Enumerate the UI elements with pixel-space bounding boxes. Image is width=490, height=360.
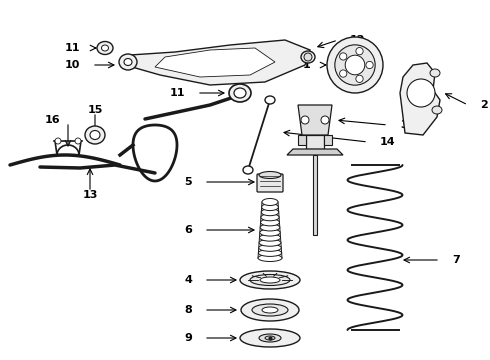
Text: 2: 2 bbox=[480, 100, 488, 110]
Ellipse shape bbox=[259, 234, 281, 241]
Circle shape bbox=[304, 53, 312, 61]
Polygon shape bbox=[287, 149, 343, 155]
Polygon shape bbox=[298, 135, 306, 145]
Ellipse shape bbox=[241, 299, 299, 321]
Ellipse shape bbox=[240, 271, 300, 289]
Ellipse shape bbox=[119, 54, 137, 70]
Ellipse shape bbox=[260, 224, 280, 231]
Ellipse shape bbox=[234, 88, 246, 98]
Ellipse shape bbox=[258, 249, 282, 256]
Ellipse shape bbox=[85, 126, 105, 144]
Ellipse shape bbox=[240, 329, 300, 347]
Ellipse shape bbox=[260, 277, 280, 283]
Circle shape bbox=[327, 37, 383, 93]
Polygon shape bbox=[155, 48, 275, 77]
Circle shape bbox=[335, 45, 375, 85]
Circle shape bbox=[345, 55, 365, 75]
Text: 9: 9 bbox=[184, 333, 192, 343]
Ellipse shape bbox=[259, 244, 281, 251]
Text: 10: 10 bbox=[65, 60, 80, 70]
Ellipse shape bbox=[430, 69, 440, 77]
Ellipse shape bbox=[261, 219, 279, 226]
Ellipse shape bbox=[265, 336, 275, 340]
Text: 1: 1 bbox=[302, 60, 310, 70]
Circle shape bbox=[407, 79, 435, 107]
Ellipse shape bbox=[260, 229, 280, 236]
Circle shape bbox=[55, 138, 61, 144]
Text: 5: 5 bbox=[184, 177, 192, 187]
Ellipse shape bbox=[262, 198, 278, 206]
Ellipse shape bbox=[229, 84, 251, 102]
Circle shape bbox=[75, 138, 81, 144]
Ellipse shape bbox=[90, 131, 100, 140]
Text: 16: 16 bbox=[44, 115, 60, 125]
Text: 3: 3 bbox=[400, 120, 408, 130]
Text: 11: 11 bbox=[170, 88, 185, 98]
Polygon shape bbox=[133, 125, 177, 181]
Text: 13: 13 bbox=[82, 190, 98, 200]
Polygon shape bbox=[306, 135, 324, 149]
Ellipse shape bbox=[261, 214, 279, 221]
Circle shape bbox=[340, 70, 347, 77]
Ellipse shape bbox=[259, 334, 281, 342]
Ellipse shape bbox=[124, 58, 132, 66]
Ellipse shape bbox=[97, 41, 113, 54]
Ellipse shape bbox=[301, 51, 315, 63]
Ellipse shape bbox=[243, 166, 253, 174]
Circle shape bbox=[356, 75, 363, 82]
Text: 7: 7 bbox=[452, 255, 460, 265]
Ellipse shape bbox=[432, 106, 442, 114]
Ellipse shape bbox=[250, 275, 290, 285]
Polygon shape bbox=[298, 105, 332, 135]
FancyBboxPatch shape bbox=[257, 174, 283, 192]
Circle shape bbox=[366, 61, 373, 69]
Ellipse shape bbox=[259, 171, 281, 179]
Ellipse shape bbox=[265, 96, 275, 104]
Ellipse shape bbox=[262, 204, 278, 211]
Text: 11: 11 bbox=[65, 43, 80, 53]
Polygon shape bbox=[324, 135, 332, 145]
Circle shape bbox=[340, 53, 347, 60]
Ellipse shape bbox=[101, 45, 108, 51]
Circle shape bbox=[301, 116, 309, 124]
Ellipse shape bbox=[252, 304, 288, 316]
Text: 14: 14 bbox=[380, 137, 395, 147]
Text: 6: 6 bbox=[184, 225, 192, 235]
Text: 8: 8 bbox=[184, 305, 192, 315]
Polygon shape bbox=[400, 63, 440, 135]
Polygon shape bbox=[125, 40, 310, 85]
Ellipse shape bbox=[262, 307, 278, 313]
Circle shape bbox=[321, 116, 329, 124]
Ellipse shape bbox=[259, 239, 281, 246]
Polygon shape bbox=[313, 155, 317, 235]
Text: 4: 4 bbox=[184, 275, 192, 285]
Circle shape bbox=[356, 48, 363, 55]
Text: 12: 12 bbox=[350, 35, 366, 45]
Ellipse shape bbox=[258, 255, 282, 261]
Ellipse shape bbox=[261, 209, 279, 216]
Text: 15: 15 bbox=[87, 105, 103, 115]
